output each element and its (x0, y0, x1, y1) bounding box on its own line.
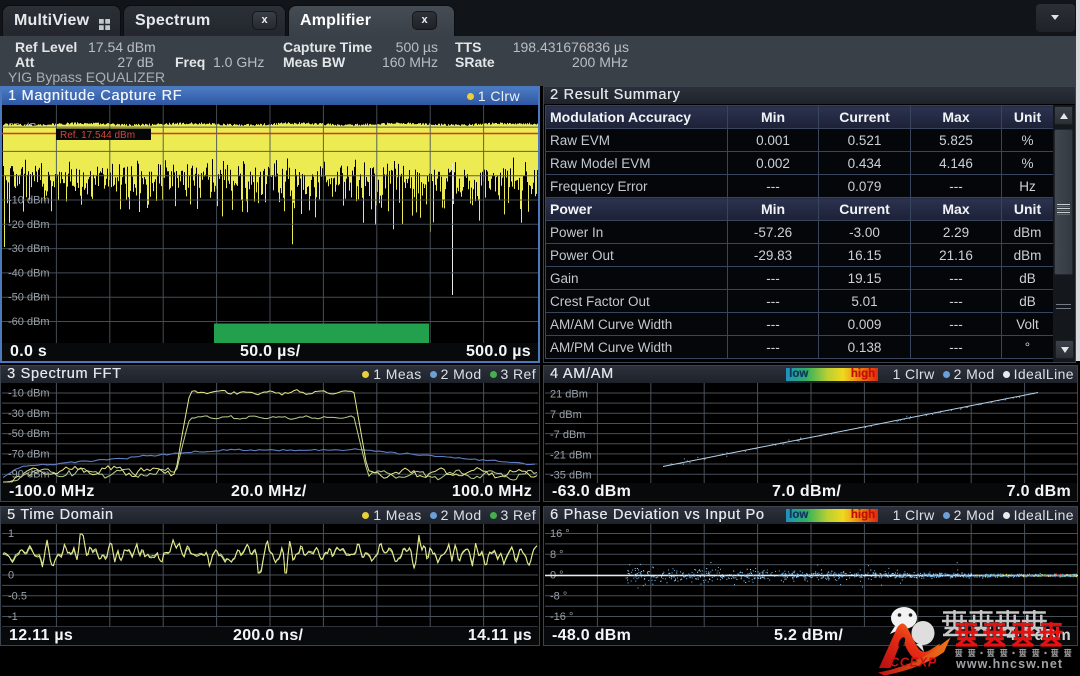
svg-text:0: 0 (8, 570, 14, 582)
svg-text:-30 dBm: -30 dBm (8, 408, 50, 420)
svg-text:-7 dBm: -7 dBm (550, 429, 585, 441)
svg-text:7 dBm: 7 dBm (550, 409, 582, 421)
svg-text:-35 dBm: -35 dBm (550, 470, 592, 482)
svg-text:www.hncsw.net: www.hncsw.net (955, 657, 1063, 671)
svg-text:-1: -1 (8, 611, 18, 623)
svg-text:-0.5: -0.5 (8, 590, 27, 602)
svg-text:-70 dBm: -70 dBm (8, 448, 50, 460)
svg-text:-90 dBm: -90 dBm (8, 469, 50, 481)
svg-text:-10 dBm: -10 dBm (8, 388, 50, 400)
svg-text:1: 1 (8, 528, 14, 540)
svg-text:-10 dBm: -10 dBm (8, 195, 50, 207)
svg-text:-20 dBm: -20 dBm (8, 219, 50, 231)
svg-text:Ref. 17.544 dBm: Ref. 17.544 dBm (60, 130, 135, 141)
svg-text:-21 dBm: -21 dBm (550, 449, 592, 461)
svg-text:-60 dBm: -60 dBm (8, 316, 50, 328)
svg-text:CCEXP: CCEXP (890, 656, 937, 670)
svg-text:8 °: 8 ° (550, 549, 564, 561)
svg-text:-50 dBm: -50 dBm (8, 428, 50, 440)
svg-text:21 dBm: 21 dBm (550, 389, 588, 401)
svg-text:-8 °: -8 ° (550, 590, 567, 602)
svg-text:-50 dBm: -50 dBm (8, 292, 50, 304)
svg-text:-30 dBm: -30 dBm (8, 243, 50, 255)
svg-text:-40 dBm: -40 dBm (8, 267, 50, 279)
svg-text:16 °: 16 ° (550, 528, 570, 540)
svg-text:-16 °: -16 ° (550, 611, 573, 623)
